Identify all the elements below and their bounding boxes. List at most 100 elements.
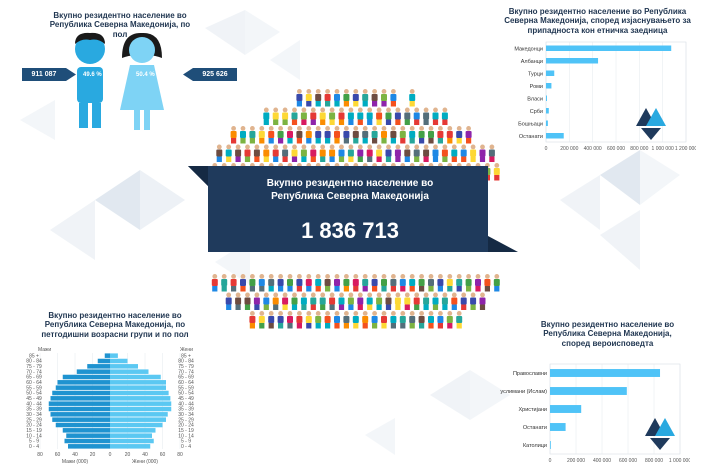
male-bar: [55, 422, 110, 428]
person-legs: [315, 101, 321, 107]
person-body: [394, 149, 401, 157]
person-head: [235, 292, 241, 298]
person-legs: [325, 286, 331, 292]
gender-figures: [75, 32, 164, 130]
person-legs: [338, 156, 345, 162]
religion-chart: 0 200 000 400 000 600 000 800 000 1 000 000 Пр…: [500, 363, 690, 464]
x-tick-label: 400 000: [593, 458, 611, 464]
x-tick-label: 0: [545, 146, 548, 152]
person-head: [306, 89, 312, 94]
person-legs: [325, 323, 331, 329]
person-head: [470, 144, 476, 150]
category-label: Бошњаци: [518, 121, 543, 127]
person-legs: [419, 323, 425, 329]
person-head: [344, 311, 349, 316]
person-legs: [287, 138, 293, 144]
person-body: [343, 316, 350, 323]
person-body: [423, 112, 430, 120]
person-legs: [372, 286, 378, 292]
person-body: [418, 316, 425, 323]
x-axis-label-left: Мажи (000): [62, 459, 89, 465]
person-body: [225, 149, 232, 157]
person-head: [362, 89, 368, 94]
male-bar: [57, 380, 110, 385]
person-head: [414, 107, 420, 113]
person-head: [310, 107, 316, 113]
person-legs: [404, 119, 410, 125]
person-head: [400, 126, 406, 131]
person-body: [357, 112, 364, 120]
female-bar: [110, 428, 156, 433]
person-head: [344, 89, 349, 94]
person-head: [442, 107, 448, 113]
person-body: [362, 279, 369, 286]
category-label: Роми: [530, 84, 543, 90]
person-head: [367, 144, 373, 150]
bar: [550, 387, 627, 395]
female-percent: 50.4 %: [136, 72, 155, 78]
person-head: [212, 274, 218, 279]
person-head: [287, 274, 293, 279]
person-head: [381, 274, 387, 279]
person-head: [339, 292, 344, 298]
person-head: [344, 274, 349, 279]
person-legs: [442, 119, 448, 125]
person-legs: [409, 286, 415, 292]
person-body: [258, 279, 265, 286]
person-legs: [447, 323, 453, 329]
person-body: [446, 131, 453, 138]
person-body: [428, 316, 434, 323]
person-head: [297, 274, 302, 279]
person-legs: [296, 101, 302, 107]
female-figure-icon: [120, 32, 164, 130]
person-legs: [278, 286, 284, 292]
person-body: [268, 131, 275, 138]
person-legs: [428, 138, 434, 144]
person-head: [245, 144, 250, 150]
person-legs: [249, 138, 255, 144]
person-head: [400, 311, 406, 316]
person-body: [493, 279, 500, 286]
male-bar: [48, 406, 110, 412]
person-legs: [249, 286, 255, 292]
person-body: [230, 279, 237, 286]
person-body: [211, 279, 218, 286]
person-legs: [376, 156, 382, 162]
person-legs: [343, 323, 349, 329]
person-head: [329, 107, 335, 113]
person-head: [433, 107, 438, 113]
female-bar: [110, 369, 149, 374]
person-legs: [216, 156, 222, 162]
male-bar: [55, 385, 110, 390]
person-body: [423, 297, 430, 305]
x-tick-label: 1 000 000: [652, 146, 674, 152]
person-body: [493, 168, 500, 175]
person-legs: [400, 286, 406, 292]
person-legs: [240, 138, 246, 144]
person-head: [461, 144, 467, 150]
person-body: [240, 279, 246, 286]
left-side-label: Мажи: [38, 347, 51, 353]
category-label: Католици: [523, 443, 547, 449]
person-head: [456, 311, 462, 316]
person-head: [254, 292, 260, 298]
person-body: [399, 131, 406, 138]
person-head: [315, 89, 321, 94]
person-body: [324, 279, 331, 286]
person-head: [395, 292, 401, 298]
person-head: [372, 89, 377, 94]
person-legs: [432, 156, 439, 162]
person-legs: [221, 286, 227, 292]
category-label: Муслимани (Ислам): [500, 389, 547, 395]
person-body: [249, 316, 256, 323]
person-body: [235, 149, 242, 157]
person-head: [428, 126, 434, 131]
ethnicity-chart: 0 200 000 400 000 600 000 800 000 1 000 000 1 …: [514, 41, 696, 152]
age-group-label-right: 35 - 39: [178, 407, 194, 413]
person-head: [278, 311, 283, 316]
person-head: [306, 311, 312, 316]
x-tick-label: 1 000 000: [669, 458, 690, 464]
age-group-label-left: 80 - 84: [26, 359, 42, 365]
person-body: [334, 279, 340, 286]
